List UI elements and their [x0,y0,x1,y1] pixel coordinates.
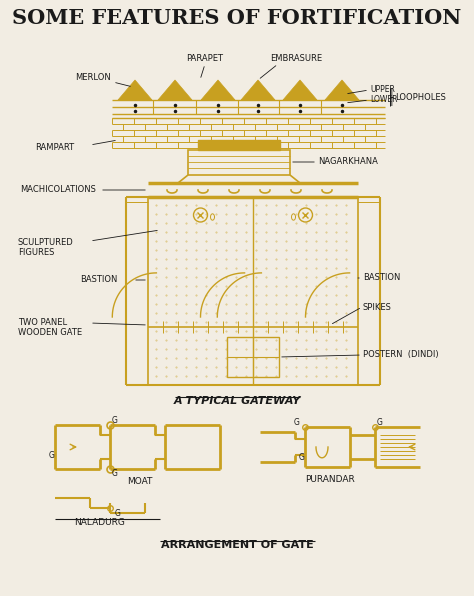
Text: MACHICOLATIONS: MACHICOLATIONS [20,185,96,194]
Polygon shape [158,80,192,100]
Text: LOOPHOLES: LOOPHOLES [395,92,446,101]
Text: G: G [112,416,118,425]
Text: PURANDAR: PURANDAR [305,475,355,484]
Text: LOWER: LOWER [370,95,398,104]
Text: RAMPART: RAMPART [35,144,74,153]
Text: G: G [112,469,118,478]
Text: PARAPET: PARAPET [186,54,224,63]
Text: BASTION: BASTION [80,275,118,284]
Text: POSTERN  (DINDI): POSTERN (DINDI) [363,350,438,359]
Text: BASTION: BASTION [363,274,401,283]
Text: A TYPICAL GATEWAY: A TYPICAL GATEWAY [173,396,301,406]
Text: NAGARKHANA: NAGARKHANA [318,157,378,166]
Bar [261,342,269,350]
Bar [198,140,280,150]
Text: UPPER: UPPER [370,85,395,95]
Bar [227,337,279,377]
Text: G: G [294,418,300,427]
Text: G: G [49,451,55,460]
Polygon shape [283,80,317,100]
Text: SOME FEATURES OF FORTIFICATION: SOME FEATURES OF FORTIFICATION [12,8,462,28]
Polygon shape [201,80,235,100]
Text: G: G [115,508,121,517]
Text: TWO PANEL
WOODEN GATE: TWO PANEL WOODEN GATE [18,318,82,337]
Text: MOAT: MOAT [128,477,153,486]
Bar [237,342,245,350]
Text: EMBRASURE: EMBRASURE [270,54,322,63]
Bar [188,150,290,175]
Text: NALADURG: NALADURG [74,518,126,527]
Text: ARRANGEMENT OF GATE: ARRANGEMENT OF GATE [161,540,313,550]
Text: G: G [299,452,305,461]
Text: MERLON: MERLON [75,73,111,82]
Polygon shape [325,80,359,100]
Text: SPIKES: SPIKES [363,303,392,312]
Text: G: G [377,418,383,427]
Polygon shape [241,80,275,100]
Text: SCULPTURED
FIGURES: SCULPTURED FIGURES [18,238,74,257]
Polygon shape [118,80,152,100]
